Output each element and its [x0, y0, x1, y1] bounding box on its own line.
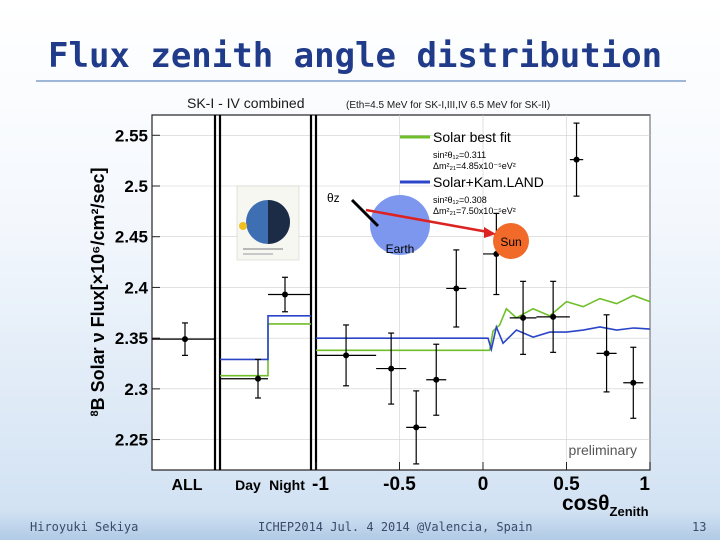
footer-conference: ICHEP2014 Jul. 4 2014 @Valencia, Spain	[258, 520, 533, 534]
data-point-zenith-1	[376, 332, 407, 405]
axis-ticks: 2.25 2.3 2.35 2.4 2.45 2.5 2.55 -1 -0.5 0 0.5 1 ALL D…	[115, 126, 651, 495]
data-point-zenith-0-marker	[343, 352, 350, 359]
zenith-inset: Earth Sun θz	[327, 191, 529, 259]
legend-param-dm2-1: Δm²₂₁=4.85x10⁻⁵eV²	[433, 161, 516, 171]
data-point-zenith-7-marker	[550, 313, 557, 320]
chart-title: SK-I - IV combined	[187, 95, 305, 111]
category-label-day: Day	[235, 477, 261, 493]
y-tick-label-0: 2.25	[115, 431, 148, 450]
x-tick-label-4: 1	[639, 474, 650, 495]
data-point-zenith-7	[536, 280, 570, 353]
y-tick-label-4: 2.45	[115, 228, 148, 247]
page-number: 13	[692, 520, 707, 534]
illustration-caption-bar	[243, 248, 283, 250]
title-divider	[36, 80, 686, 82]
y-tick-label-2: 2.35	[115, 329, 148, 348]
zenith-axis-line	[350, 198, 380, 228]
x-tick-label-0: -1	[312, 474, 329, 495]
y-axis-label-group: 8B Solar ν Flux[×10⁶/cm²/sec]	[88, 167, 108, 416]
y-tick-label-5: 2.5	[124, 177, 148, 196]
legend: Solar best fit sin²θ₁₂=0.311 Δm²₂₁=4.85x…	[400, 129, 544, 216]
zenith-curve-solar-best-fit	[316, 294, 651, 352]
x-tick-label-1: -0.5	[383, 474, 416, 495]
data-point-zenith-6	[509, 280, 537, 355]
data-point-zenith-0	[316, 324, 377, 387]
section-dividers	[213, 115, 318, 470]
theta-label: θz	[327, 191, 340, 205]
legend-param-dm2-2: Δm²₂₁=7.50x10⁻⁵eV²	[433, 206, 516, 216]
data-point-zenith-10-marker	[630, 379, 637, 386]
data-point-zenith-4	[446, 249, 467, 328]
y-tick-label-1: 2.3	[124, 380, 148, 399]
data-point-zenith-8-marker	[573, 156, 580, 163]
sun-label: Sun	[500, 235, 521, 249]
sun-circle	[493, 223, 529, 259]
footer-author: Hiroyuki Sekiya	[30, 520, 139, 534]
category-label-all: ALL	[171, 477, 202, 494]
data-point-zenith-2-marker	[413, 424, 420, 431]
illustration-sun	[239, 222, 247, 230]
legend-label-solar-kamland: Solar+Kam.LAND	[433, 174, 544, 190]
data-point-day	[220, 358, 268, 399]
plot-frame	[151, 114, 651, 471]
legend-param-mixing-1: sin²θ₁₂=0.311	[433, 150, 486, 160]
slide-title: Flux zenith angle distribution	[48, 36, 663, 76]
x-tick-label-3: 0.5	[553, 474, 580, 495]
data-point-day-marker	[255, 375, 261, 382]
data-point-zenith-10	[623, 346, 644, 419]
day-night-illustration	[236, 185, 300, 261]
day-night-step-solar-kamland	[220, 315, 311, 361]
earth-circle	[370, 195, 430, 255]
illustration-night-side	[268, 200, 290, 244]
sun-direction-arrow	[365, 208, 489, 234]
x-axis-label: cosθZenith	[562, 492, 649, 519]
theory-curves	[220, 294, 651, 377]
preliminary-annotation: preliminary	[569, 442, 637, 458]
data-points	[152, 122, 644, 465]
illustration-caption-bar-2	[243, 253, 273, 255]
data-point-night-marker	[282, 291, 288, 298]
arrow-head	[484, 227, 496, 238]
data-point-zenith-1-marker	[388, 365, 395, 372]
category-label-night: Night	[269, 477, 305, 493]
data-point-night	[268, 276, 311, 313]
chart-title-note: (Eth=4.5 MeV for SK-I,III,IV 6.5 MeV for…	[346, 100, 550, 111]
data-point-zenith-8	[569, 122, 584, 197]
data-point-all-marker	[182, 336, 188, 343]
legend-param-mixing-2: sin²θ₁₂=0.308	[433, 195, 487, 205]
zenith-curve-solar-kamland	[316, 324, 651, 353]
data-point-all	[152, 322, 215, 356]
footer-band	[0, 510, 720, 540]
data-point-zenith-9-marker	[603, 350, 610, 357]
data-point-zenith-3-marker	[433, 376, 440, 383]
y-tick-label-6: 2.55	[115, 126, 148, 145]
data-point-zenith-2	[406, 390, 427, 465]
legend-label-solar-best-fit: Solar best fit	[433, 129, 511, 145]
data-point-zenith-6-marker	[520, 314, 527, 321]
x-tick-label-2: 0	[478, 474, 489, 495]
earth-label: Earth	[386, 242, 415, 256]
y-axis-label: 8B Solar ν Flux[×10⁶/cm²/sec]	[88, 167, 108, 416]
data-point-zenith-3	[426, 343, 447, 416]
y-tick-label-3: 2.4	[124, 278, 148, 297]
data-point-zenith-4-marker	[453, 285, 460, 292]
data-point-zenith-9	[596, 314, 617, 393]
